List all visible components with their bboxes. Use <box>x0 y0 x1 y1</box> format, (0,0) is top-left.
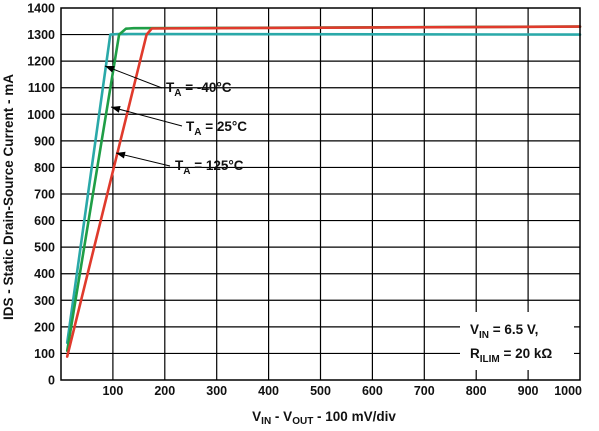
series-line-1 <box>65 25 582 353</box>
x-tick-label-9: 1000 <box>554 384 582 398</box>
x-tick-label-8: 900 <box>518 384 539 398</box>
x-tick-label-6: 700 <box>414 384 435 398</box>
y-tick-label-7: 700 <box>34 188 55 202</box>
y-tick-label-10: 1000 <box>27 108 55 122</box>
y-tick-label-5: 500 <box>34 241 55 255</box>
x-tick-label-0: 100 <box>102 384 123 398</box>
y-tick-label-14: 1400 <box>27 2 55 16</box>
y-tick-label-2: 200 <box>34 320 55 334</box>
x-tick-label-3: 400 <box>258 384 279 398</box>
annotation-arrowhead-2 <box>116 151 126 159</box>
series-line-0 <box>65 32 582 345</box>
y-tick-label-9: 900 <box>34 134 55 148</box>
y-tick-label-13: 1300 <box>27 28 55 42</box>
annotation-arrowhead-0 <box>105 65 115 73</box>
annotation-label-1: TA = 25°C <box>186 119 247 138</box>
y-axis-label: IDS - Static Drain-Source Current - mA <box>1 74 16 320</box>
y-tick-labels: 0 100 200 300 400 500 600 700 800 900 1000 1100 1200… <box>27 2 55 388</box>
series-annotations: TA = -40°C TA = 25°C TA = 125°C <box>104 65 247 177</box>
x-tick-label-2: 300 <box>206 384 227 398</box>
x-axis-label: VIN - VOUT - 100 mV/div <box>252 409 396 427</box>
x-tick-label-1: 200 <box>154 384 175 398</box>
y-tick-label-6: 600 <box>34 214 55 228</box>
conditions-box: VIN = 6.5 V, RILIM = 20 kΩ <box>460 312 574 370</box>
annotation-arrowhead-1 <box>111 105 121 113</box>
plot-frame <box>60 7 581 381</box>
plot-border <box>60 7 581 381</box>
y-tick-label-0: 0 <box>48 374 55 388</box>
annotation-leader-1 <box>110 106 183 127</box>
annotation-label-0: TA = -40°C <box>166 80 232 99</box>
y-tick-label-3: 300 <box>34 294 55 308</box>
data-series <box>65 25 582 358</box>
condition-label-1: RILIM = 20 kΩ <box>470 346 552 365</box>
y-tick-label-4: 400 <box>34 267 55 281</box>
y-tick-label-1: 100 <box>34 347 55 361</box>
x-tick-label-7: 800 <box>466 384 487 398</box>
annotation-label-2: TA = 125°C <box>175 158 244 177</box>
annotation-leader-2 <box>115 152 171 167</box>
x-tick-label-5: 600 <box>362 384 383 398</box>
y-tick-label-11: 1100 <box>28 81 55 95</box>
x-tick-label-4: 500 <box>310 384 331 398</box>
series-line-2 <box>65 25 582 358</box>
y-tick-label-12: 1200 <box>27 55 55 69</box>
x-tick-labels: 100 200 300 400 500 600 700 800 900 1000 <box>102 384 582 398</box>
condition-label-0: VIN = 6.5 V, <box>470 322 538 341</box>
y-tick-label-8: 800 <box>34 161 55 175</box>
annotation-leader-0 <box>104 65 163 89</box>
conditions-background <box>460 312 574 370</box>
